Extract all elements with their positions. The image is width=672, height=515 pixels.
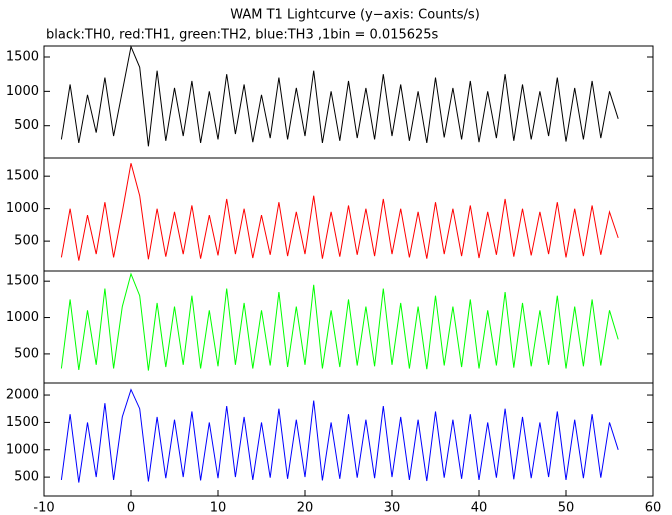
y-tick-label: 1500 [6,49,39,64]
y-tick-label: 500 [14,234,39,249]
panel-frame [43,270,654,384]
chart-title: WAM T1 Lightcurve (y−axis: Counts/s) [230,8,480,23]
y-tick-label: 1500 [6,274,39,289]
y-tick-label: 500 [14,346,39,361]
x-tick-label: 20 [297,501,314,515]
lightcurve [60,163,619,261]
y-tick-label: 2000 [6,388,39,403]
y-tick-label: 1000 [6,310,39,325]
x-tick-label: 0 [127,501,135,515]
x-tick-label: 10 [210,501,227,515]
x-tick-label: 50 [558,501,575,515]
lightcurve [60,44,619,147]
y-tick-label: 1000 [6,84,39,99]
panel-frame [43,157,654,272]
x-tick-label: 40 [471,501,488,515]
lightcurve [60,272,619,371]
x-tick-label: 60 [645,501,662,515]
y-tick-label: 1000 [6,442,39,457]
y-tick-label: 1500 [6,169,39,184]
x-tick-label: 30 [384,501,401,515]
y-tick-label: 1500 [6,415,39,430]
y-tick-label: 1000 [6,201,39,216]
y-tick-label: 500 [14,118,39,133]
x-tick-label: -10 [33,501,54,515]
chart-subtitle: black:TH0, red:TH1, green:TH2, blue:TH3 … [46,28,439,43]
panel-frame [43,382,654,497]
lightcurve [60,388,619,483]
y-tick-label: 500 [14,470,39,485]
panel-frame [43,45,654,159]
